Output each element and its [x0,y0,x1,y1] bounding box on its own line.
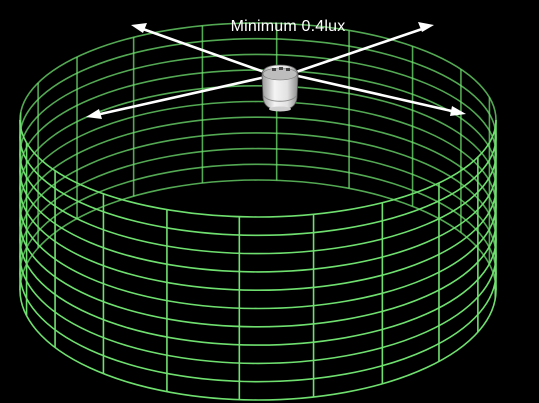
grid-ring-front [19,289,497,401]
arrowhead-upper-right [418,22,434,32]
arrow-to-upper-left [139,26,271,76]
grid-ring-front [19,136,497,237]
grid-ring-back [19,53,497,155]
coverage-caption: Minimum 0.4lux [230,18,346,35]
arrow-to-lower-left [95,74,271,117]
grid-ring-back [19,37,497,138]
grid-ring-back [19,85,497,189]
grid-ring-front [19,170,497,273]
grid-ring-back [19,179,497,291]
grid-ring-front [19,153,497,255]
coverage-cylinder-front [19,119,497,401]
grid-ring-front [19,255,497,365]
arrow-to-lower-right [297,74,457,114]
arrowhead-upper-left [131,23,147,33]
grid-ring-back [19,22,497,121]
arrowhead-lower-left [86,109,102,119]
grid-ring-front [19,187,497,291]
grid-ring-back [19,147,497,257]
grid-ring-back [19,100,497,206]
grid-ring-front [19,221,497,328]
arrow-to-upper-right [295,26,426,74]
grid-ring-back [19,116,497,223]
grid-ring-front [19,272,497,383]
grid-ring-front [19,204,497,310]
arrowhead-lower-right [450,106,466,116]
grid-ring-front [19,119,497,218]
coverage-cylinder-back [19,22,497,291]
motion-sensor-icon [261,64,299,112]
grid-ring-back [19,163,497,274]
grid-ring-front [19,238,497,346]
coverage-arrows [86,22,466,119]
grid-ring-back [19,132,497,240]
